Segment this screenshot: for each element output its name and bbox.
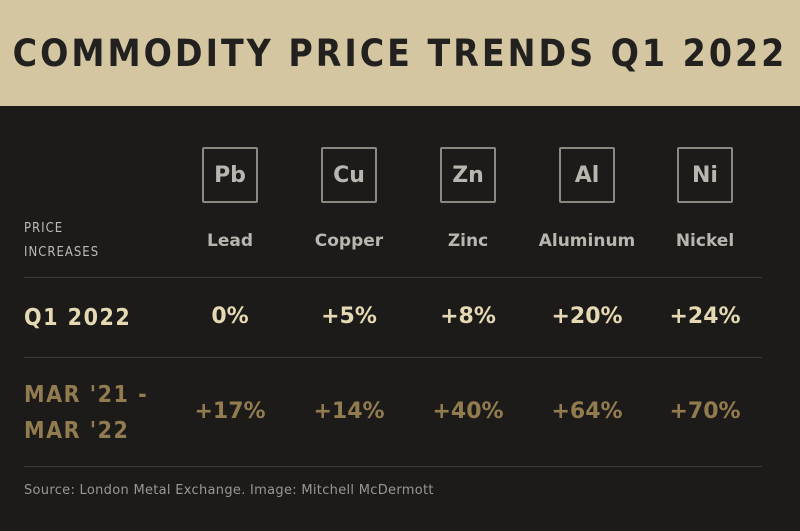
value-cell: 0% [211, 304, 249, 329]
row-label-line: MAR '22 [24, 418, 130, 444]
value-cell: +8% [440, 304, 496, 329]
element-symbol-copper: Cu [321, 147, 377, 203]
value-cell: +5% [321, 304, 377, 329]
chart-title: COMMODITY PRICE TRENDS Q1 2022 [12, 31, 788, 75]
divider [24, 277, 762, 278]
metal-name-nickel: Nickel [675, 231, 735, 251]
corner-label-line: INCREASES [24, 245, 100, 260]
element-symbol-nickel: Ni [677, 147, 733, 203]
metal-name-copper: Copper [314, 231, 384, 251]
value-cell: +64% [551, 399, 623, 424]
value-cell: +17% [194, 399, 266, 424]
value-cell: +24% [669, 304, 741, 329]
row-label-mar21-mar22: MAR '21 - MAR '22 [24, 377, 148, 449]
element-symbol-aluminum: Al [559, 147, 615, 203]
value-cell: +40% [432, 399, 504, 424]
source-note: Source: London Metal Exchange. Image: Mi… [24, 483, 434, 498]
metal-name-aluminum: Aluminum [538, 231, 636, 251]
value-cell: +14% [313, 399, 385, 424]
value-cell: +70% [669, 399, 741, 424]
element-symbol-zinc: Zn [440, 147, 496, 203]
metal-name-zinc: Zinc [447, 231, 489, 251]
element-symbol-lead: Pb [202, 147, 258, 203]
metal-name-lead: Lead [206, 231, 253, 251]
divider [24, 466, 762, 467]
row-label-line: Q1 2022 [24, 305, 132, 331]
corner-label: PRICE INCREASES [24, 217, 99, 265]
row-label-q1-2022: Q1 2022 [24, 303, 131, 333]
divider [24, 357, 762, 358]
row-label-line: MAR '21 - [24, 382, 149, 408]
corner-label-line: PRICE [24, 221, 64, 236]
title-band: COMMODITY PRICE TRENDS Q1 2022 [0, 0, 800, 106]
value-cell: +20% [551, 304, 623, 329]
